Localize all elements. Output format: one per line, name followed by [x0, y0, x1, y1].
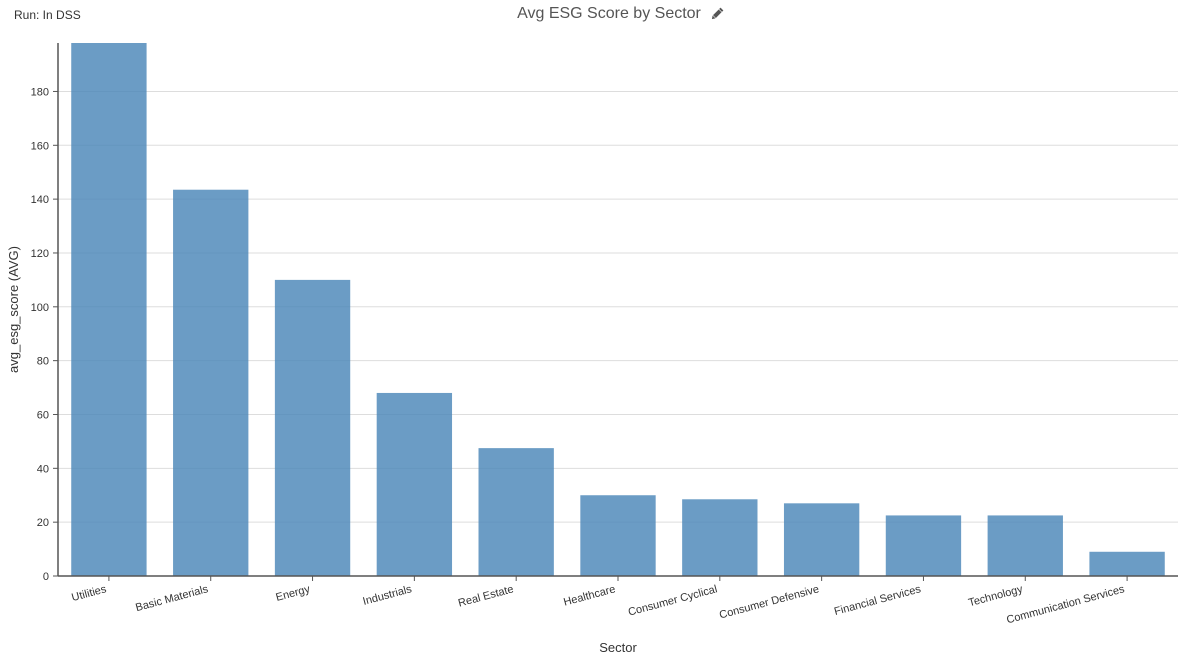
bar: [1089, 551, 1165, 576]
x-tick-label: Energy: [275, 583, 312, 604]
x-tick-label: Real Estate: [457, 583, 515, 609]
y-tick-label: 40: [37, 463, 49, 475]
x-tick-label: Basic Materials: [134, 583, 210, 614]
bar: [274, 279, 351, 576]
x-tick-label: Communication Services: [1005, 583, 1126, 626]
y-tick-label: 140: [31, 194, 49, 206]
x-tick-label: Healthcare: [562, 583, 616, 608]
y-tick-label: 160: [31, 140, 49, 152]
run-label: Run: In DSS: [14, 8, 81, 22]
bar: [580, 495, 656, 576]
y-axis-title: avg_esg_score (AVG): [6, 246, 21, 373]
y-tick-label: 80: [37, 356, 49, 368]
y-tick-label: 20: [37, 517, 49, 529]
bar: [885, 515, 962, 576]
bar: [71, 43, 147, 576]
y-tick-label: 100: [31, 302, 49, 314]
bar: [987, 515, 1063, 576]
chart-title-bar: Avg ESG Score by Sector: [0, 5, 1192, 23]
bar: [173, 189, 249, 576]
x-tick-label: Technology: [967, 583, 1024, 609]
pencil-icon[interactable]: [709, 6, 725, 22]
bar: [478, 448, 554, 576]
y-tick-label: 120: [31, 248, 49, 260]
x-tick-label: Financial Services: [833, 583, 923, 618]
bar: [783, 503, 860, 576]
y-tick-label: 60: [37, 409, 49, 421]
x-tick-label: Utilities: [70, 583, 108, 604]
chart-title: Avg ESG Score by Sector: [517, 5, 701, 22]
bar: [376, 392, 453, 576]
x-tick-label: Industrials: [362, 583, 414, 608]
x-axis-title: Sector: [599, 640, 637, 653]
bar: [682, 499, 758, 576]
x-tick-label: Consumer Cyclical: [627, 583, 719, 618]
x-tick-label: Consumer Defensive: [718, 583, 820, 621]
y-tick-label: 180: [31, 86, 49, 98]
y-tick-label: 0: [43, 571, 49, 583]
